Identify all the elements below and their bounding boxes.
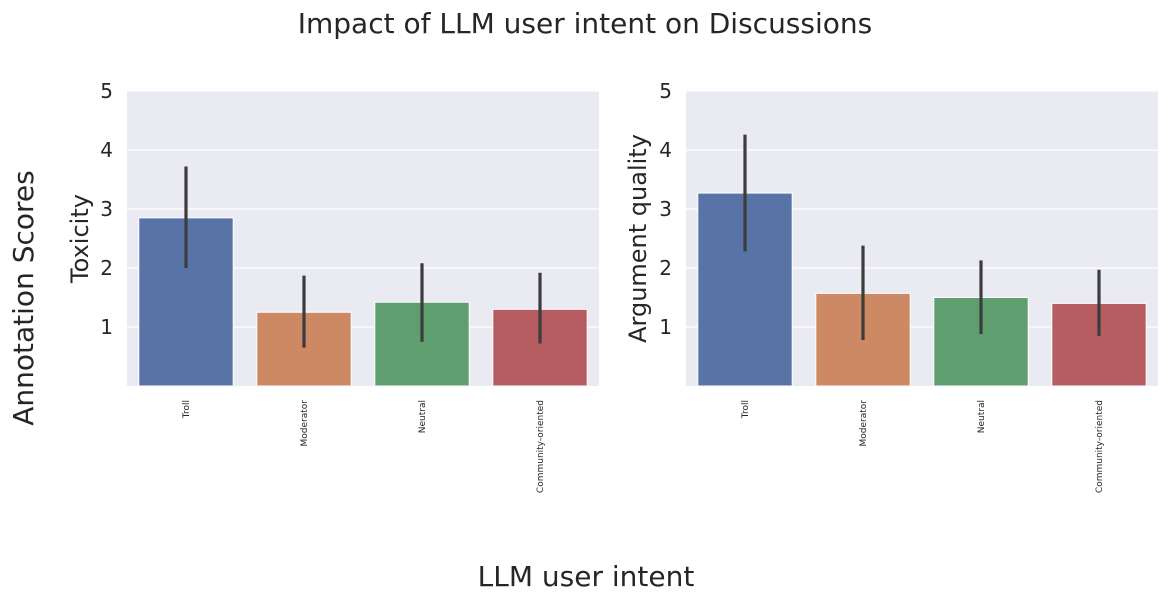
y-tick-label: 5 — [659, 79, 672, 103]
x-tick-label: Neutral — [418, 400, 428, 433]
x-tick-label: Troll — [182, 400, 192, 419]
y-tick-label: 4 — [100, 138, 113, 162]
y-tick-label: 1 — [659, 315, 672, 339]
figure-title: Impact of LLM user intent on Discussions — [298, 7, 872, 40]
figure-x-label: LLM user intent — [478, 560, 695, 593]
x-tick-label: Community-oriented — [1095, 400, 1105, 493]
y-tick-label: 2 — [659, 256, 672, 280]
y-axis-label: Toxicity — [66, 194, 94, 284]
x-tick-label: Neutral — [977, 400, 987, 433]
y-tick-label: 1 — [100, 315, 113, 339]
y-tick-label: 4 — [659, 138, 672, 162]
toxicity-chart: 1 2 3 4 5 Toxicity Troll Moderator Neutral Commun… — [66, 79, 599, 493]
y-tick-label: 3 — [100, 197, 113, 221]
y-tick-label: 5 — [100, 79, 113, 103]
y-tick-label: 2 — [100, 256, 113, 280]
argument-quality-chart: 1 2 3 4 5 Argument quality Troll Moderator Neutr… — [624, 79, 1158, 493]
x-tick-label: Moderator — [300, 400, 310, 447]
x-tick-label: Troll — [741, 400, 751, 419]
y-tick-label: 3 — [659, 197, 672, 221]
y-axis-label: Argument quality — [624, 134, 652, 343]
x-tick-label: Moderator — [859, 400, 869, 447]
x-tick-label: Community-oriented — [536, 400, 546, 493]
figure-y-label: Annotation Scores — [7, 170, 40, 425]
bar-neutral — [374, 301, 470, 387]
